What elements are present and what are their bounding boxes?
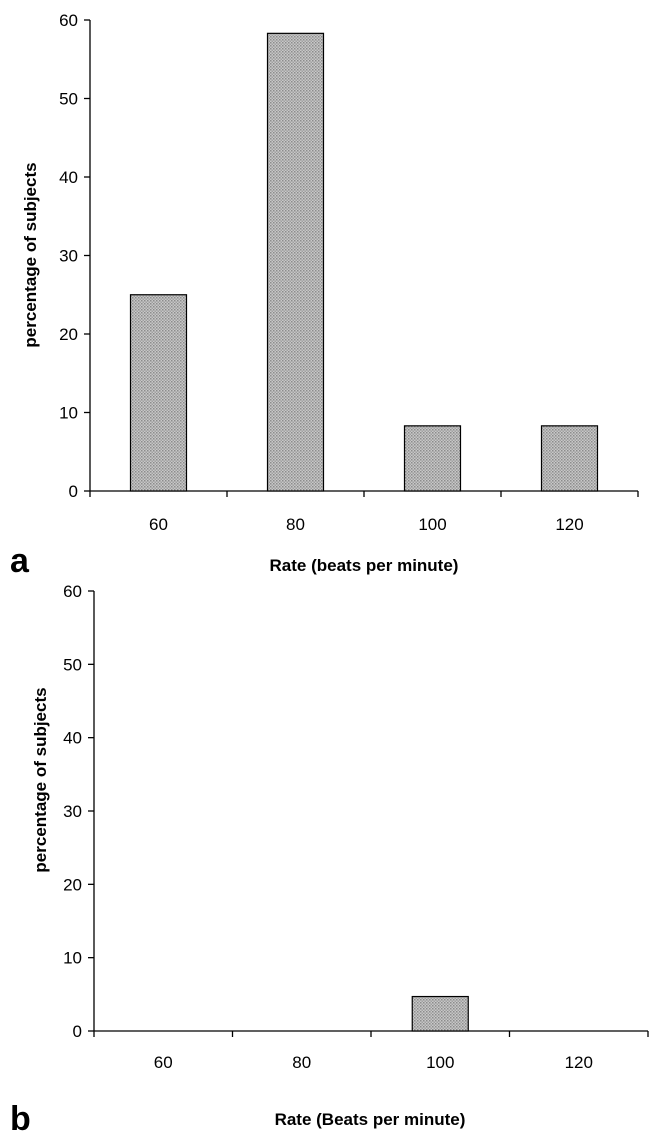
bar bbox=[403, 425, 462, 492]
y-axis-title: percentage of subjects bbox=[21, 162, 40, 347]
bar bbox=[266, 32, 325, 492]
y-tick-label: 10 bbox=[59, 404, 78, 423]
bars bbox=[129, 32, 599, 492]
x-tick-label: 60 bbox=[154, 1053, 173, 1072]
y-ticks: 0 10 20 30 40 50 60 bbox=[63, 582, 94, 1041]
y-tick-label: 50 bbox=[59, 90, 78, 109]
x-tick-label: 80 bbox=[286, 515, 305, 534]
y-tick-label: 20 bbox=[59, 325, 78, 344]
y-tick-label: 30 bbox=[59, 247, 78, 266]
bars bbox=[411, 995, 469, 1032]
y-tick-label: 30 bbox=[63, 802, 82, 821]
x-tick-label: 60 bbox=[149, 515, 168, 534]
y-tick-label: 0 bbox=[69, 482, 78, 501]
y-tick-label: 50 bbox=[63, 655, 82, 674]
x-ticks: 60 80 100 120 bbox=[89, 491, 639, 534]
x-axis-title: Rate (Beats per minute) bbox=[275, 1110, 466, 1129]
chart-panel-b: 0 10 20 30 40 50 60 60 80 100 120 Rate (Beats per… bbox=[10, 582, 649, 1133]
chart-panel-a: 0 10 20 30 40 50 60 60 80 100 120 Rate (beats per… bbox=[10, 11, 639, 580]
x-tick-label: 100 bbox=[426, 1053, 454, 1072]
bar bbox=[129, 294, 188, 492]
y-ticks: 0 10 20 30 40 50 60 bbox=[59, 11, 90, 501]
panel-label: b bbox=[10, 1100, 31, 1133]
y-tick-label: 0 bbox=[73, 1022, 82, 1041]
y-tick-label: 40 bbox=[59, 168, 78, 187]
x-tick-label: 120 bbox=[555, 515, 583, 534]
y-tick-label: 60 bbox=[59, 11, 78, 30]
y-tick-label: 60 bbox=[63, 582, 82, 601]
axes bbox=[93, 591, 648, 1032]
bar bbox=[411, 995, 469, 1032]
x-tick-label: 100 bbox=[418, 515, 446, 534]
x-tick-label: 80 bbox=[292, 1053, 311, 1072]
y-axis-title: percentage of subjects bbox=[31, 687, 50, 872]
y-tick-label: 40 bbox=[63, 729, 82, 748]
y-tick-label: 10 bbox=[63, 949, 82, 968]
x-ticks: 60 80 100 120 bbox=[93, 1031, 649, 1072]
x-tick-label: 120 bbox=[565, 1053, 593, 1072]
x-axis-title: Rate (beats per minute) bbox=[270, 556, 459, 575]
bar bbox=[540, 425, 599, 492]
y-tick-label: 20 bbox=[63, 875, 82, 894]
panel-label: a bbox=[10, 542, 30, 580]
